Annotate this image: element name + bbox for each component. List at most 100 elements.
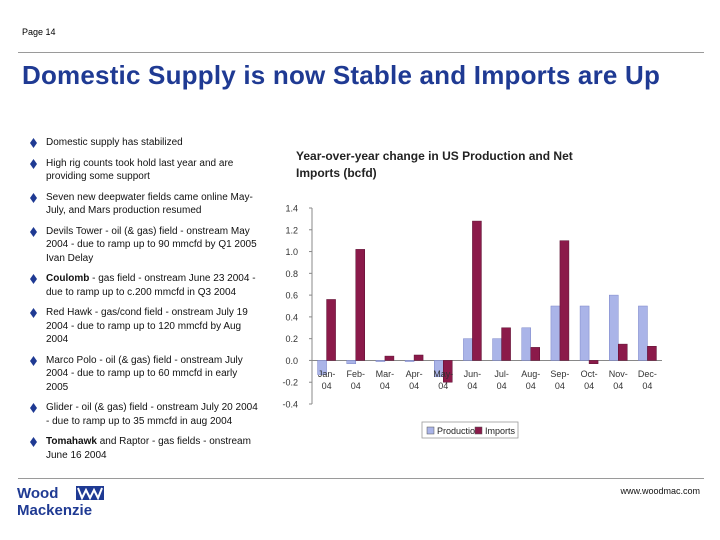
- bullet-marker-icon: [30, 403, 37, 413]
- footer-divider: [18, 478, 704, 479]
- x-tick-label: Aug-: [521, 369, 540, 379]
- y-tick-label: 0.8: [285, 269, 298, 279]
- imports-bar: [443, 360, 453, 383]
- bullet-marker-icon: [30, 192, 37, 203]
- bullet-item: Red Hawk - gas/cond field - onstream Jul…: [30, 306, 258, 347]
- bullet-item: Domestic supply has stabilized: [30, 136, 258, 150]
- legend-label: Imports: [485, 426, 516, 436]
- bullet-bold-text: Tomahawk: [46, 436, 97, 447]
- x-tick-label: Nov-: [609, 369, 628, 379]
- x-tick-label: 04: [380, 381, 390, 391]
- bullet-item: Glider - oil (& gas) field - onstream Ju…: [30, 401, 258, 428]
- x-tick-label: 04: [613, 381, 623, 391]
- production-bar: [609, 294, 619, 361]
- y-tick-label: 0.2: [285, 334, 298, 344]
- imports-bar: [618, 343, 628, 361]
- x-tick-label: Sep-: [550, 369, 569, 379]
- bullet-text: High rig counts took hold last year and …: [46, 157, 234, 183]
- production-bar: [346, 360, 356, 364]
- y-tick-label: 1.0: [285, 247, 298, 257]
- x-tick-label: Jul-: [494, 369, 509, 379]
- y-tick-label: 1.4: [285, 204, 298, 214]
- y-tick-label: 0.0: [285, 356, 298, 366]
- bullet-marker-icon: [30, 274, 37, 284]
- bullet-list: Domestic supply has stabilized High rig c…: [30, 136, 258, 469]
- bullet-item: High rig counts took hold last year and …: [30, 157, 258, 184]
- bullet-item: Coulomb - gas field - onstream June 23 2…: [30, 272, 258, 299]
- x-tick-label: 04: [497, 381, 507, 391]
- production-bar: [317, 360, 327, 375]
- bullet-item: Seven new deepwater fields came online M…: [30, 191, 258, 218]
- bullet-marker-icon: [30, 158, 37, 169]
- production-bar: [404, 360, 415, 362]
- bullet-text: - gas field - onstream June 23 2004 - du…: [46, 273, 256, 298]
- page-number: Page 14: [22, 27, 56, 37]
- bullet-text: Domestic supply has stabilized: [46, 137, 183, 148]
- chart-title: Year-over-year change in US Production a…: [296, 149, 573, 180]
- bullet-marker-icon: [30, 226, 37, 237]
- x-tick-label: 04: [351, 381, 361, 391]
- x-tick-label: 04: [322, 381, 332, 391]
- wood-mackenzie-logo: Wood Mackenzie: [17, 485, 104, 518]
- bullet-text: Seven new deepwater fields came online M…: [46, 191, 253, 217]
- production-bar: [521, 327, 531, 361]
- production-bar: [638, 305, 648, 361]
- x-tick-label: 04: [438, 381, 448, 391]
- production-bar: [492, 338, 502, 361]
- y-tick-label: -0.2: [282, 378, 298, 388]
- bullet-text: and Raptor - gas fields - onstream June …: [46, 436, 251, 461]
- legend-swatch: [474, 426, 483, 435]
- bullet-marker-icon: [30, 138, 37, 148]
- bullet-marker-icon: [30, 355, 37, 366]
- x-tick-label: Dec-: [638, 369, 657, 379]
- imports-bar: [472, 220, 482, 361]
- x-tick-label: Apr-: [406, 369, 423, 379]
- x-tick-label: Mar-: [376, 369, 395, 379]
- x-tick-label: 04: [526, 381, 536, 391]
- imports-bar: [413, 354, 424, 361]
- x-tick-label: Feb-: [346, 369, 365, 379]
- production-bar: [550, 305, 561, 361]
- y-tick-label: 0.4: [285, 312, 298, 322]
- bullet-text: Marco Polo - oil (& gas) field - onstrea…: [46, 354, 243, 393]
- production-bar: [579, 305, 590, 361]
- x-tick-label: Jan-: [318, 369, 336, 379]
- bullet-item: Marco Polo - oil (& gas) field - onstrea…: [30, 354, 258, 395]
- imports-bar: [326, 299, 336, 361]
- bullet-marker-icon: [30, 308, 37, 318]
- x-tick-label: May-: [433, 369, 453, 379]
- x-tick-label: 04: [555, 381, 565, 391]
- x-tick-label: Jun-: [464, 369, 482, 379]
- y-tick-label: 1.2: [285, 225, 298, 235]
- x-tick-label: 04: [467, 381, 477, 391]
- legend-label: Production: [437, 426, 480, 436]
- production-bar: [375, 360, 386, 362]
- logo-word-1: Wood: [17, 485, 58, 502]
- imports-bar: [647, 346, 657, 361]
- bullet-item: Tomahawk and Raptor - gas fields - onstr…: [30, 435, 258, 462]
- imports-bar: [588, 360, 599, 364]
- y-tick-label: 0.6: [285, 291, 298, 301]
- website-link[interactable]: www.woodmac.com: [620, 486, 700, 496]
- x-tick-label: 04: [409, 381, 419, 391]
- chart-legend: [421, 421, 519, 439]
- x-tick-label: 04: [584, 381, 594, 391]
- production-bar: [463, 338, 473, 361]
- imports-bar: [355, 249, 365, 361]
- bullet-bold-text: Coulomb: [46, 273, 90, 284]
- bullet-text: Red Hawk - gas/cond field - onstream Jul…: [46, 307, 248, 345]
- bullet-text: Devils Tower - oil (& gas) field - onstr…: [46, 225, 257, 264]
- imports-bar: [559, 240, 570, 361]
- bullet-text: Glider - oil (& gas) field - onstream Ju…: [46, 402, 258, 427]
- legend-swatch: [426, 426, 435, 435]
- bar-chart: -0.4 -0.2 0.0 0.2 0.4 0.6 0.8 1.0 1.2 1.4 Jan- 04 Fe…: [282, 204, 662, 439]
- logo-word-2: Mackenzie: [17, 502, 92, 518]
- x-tick-label: 04: [642, 381, 652, 391]
- bullet-item: Devils Tower - oil (& gas) field - onstr…: [30, 225, 258, 266]
- imports-bar: [384, 355, 395, 361]
- y-tick-label: -0.4: [282, 400, 298, 410]
- slide-title: Domestic Supply is now Stable and Import…: [22, 60, 661, 90]
- x-tick-label: Oct-: [581, 369, 598, 379]
- imports-bar: [530, 347, 540, 361]
- imports-bar: [501, 327, 511, 361]
